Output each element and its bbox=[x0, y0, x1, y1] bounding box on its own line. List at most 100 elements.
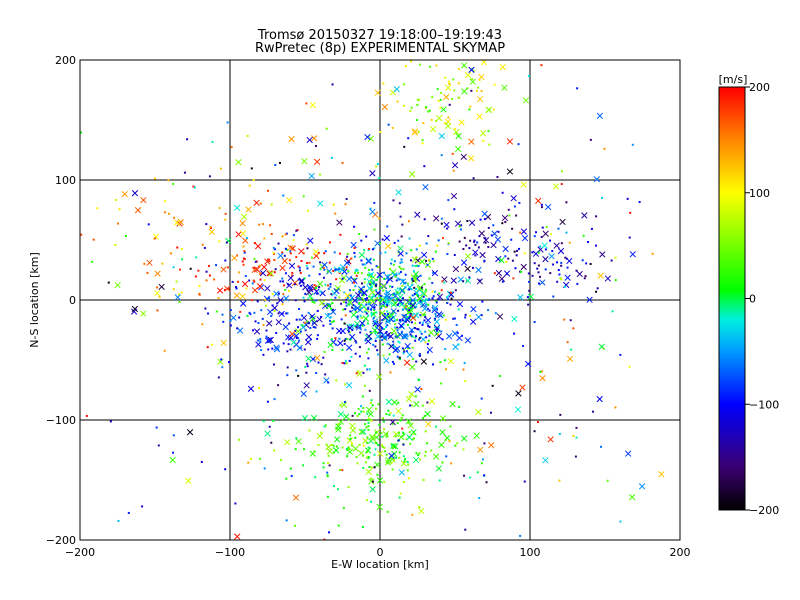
scatter-point-x bbox=[174, 294, 181, 301]
scatter-point-dot bbox=[427, 235, 430, 238]
scatter-point-dot bbox=[153, 237, 156, 240]
scatter-point-dot bbox=[388, 353, 391, 356]
scatter-point-x bbox=[385, 456, 392, 464]
scatter-point-dot bbox=[457, 308, 460, 311]
scatter-point-x bbox=[374, 289, 382, 297]
scatter-point-x bbox=[335, 423, 342, 430]
scatter-point-x bbox=[114, 282, 121, 289]
scatter-point-x bbox=[455, 132, 462, 140]
scatter-point-dot bbox=[396, 291, 399, 294]
scatter-point-dot bbox=[230, 146, 233, 149]
scatter-point-dot bbox=[414, 339, 417, 342]
scatter-point-x bbox=[346, 382, 353, 389]
scatter-point-dot bbox=[263, 467, 266, 470]
scatter-point-dot bbox=[402, 104, 405, 107]
scatter-point-dot bbox=[320, 363, 323, 366]
scatter-point-dot bbox=[127, 511, 130, 514]
scatter-point-dot bbox=[80, 131, 83, 134]
scatter-point-dot bbox=[383, 271, 386, 274]
scatter-point-dot bbox=[466, 87, 469, 90]
scatter-point-dot bbox=[377, 403, 380, 406]
scatter-point-dot bbox=[273, 271, 276, 274]
scatter-point-x bbox=[379, 309, 386, 317]
scatter-point-x bbox=[287, 244, 294, 251]
scatter-point-dot bbox=[370, 500, 373, 503]
scatter-point-dot bbox=[342, 308, 345, 311]
scatter-point-dot bbox=[431, 96, 434, 99]
scatter-point-x bbox=[338, 266, 346, 274]
scatter-point-dot bbox=[405, 252, 408, 255]
scatter-point-dot bbox=[434, 250, 437, 253]
scatter-point-dot bbox=[480, 314, 483, 317]
scatter-point-x bbox=[464, 265, 471, 273]
scatter-point-dot bbox=[378, 217, 381, 220]
scatter-point-x bbox=[311, 285, 318, 292]
scatter-point-dot bbox=[619, 520, 622, 523]
scatter-point-dot bbox=[393, 260, 396, 263]
scatter-point-dot bbox=[451, 97, 454, 100]
scatter-point-dot bbox=[367, 425, 370, 428]
scatter-point-x bbox=[419, 290, 427, 297]
scatter-point-dot bbox=[272, 419, 275, 422]
scatter-point-dot bbox=[339, 233, 342, 236]
scatter-point-x bbox=[316, 432, 324, 440]
scatter-point-dot bbox=[560, 278, 563, 281]
scatter-point-dot bbox=[408, 431, 411, 434]
scatter-point-dot bbox=[367, 456, 370, 459]
scatter-point-dot bbox=[421, 142, 424, 145]
scatter-point-dot bbox=[440, 330, 443, 333]
scatter-point-dot bbox=[477, 246, 480, 249]
scatter-point-dot bbox=[346, 255, 349, 258]
scatter-point-x bbox=[495, 255, 502, 263]
scatter-point-x bbox=[282, 323, 289, 331]
scatter-point-dot bbox=[284, 247, 287, 250]
scatter-point-dot bbox=[312, 326, 315, 329]
scatter-point-x bbox=[517, 294, 524, 301]
scatter-point-dot bbox=[329, 305, 332, 308]
scatter-point-dot bbox=[405, 308, 408, 311]
scatter-point-dot bbox=[226, 121, 229, 124]
scatter-point-dot bbox=[409, 313, 412, 316]
scatter-point-x bbox=[287, 274, 294, 282]
scatter-point-dot bbox=[305, 243, 308, 246]
scatter-point-dot bbox=[147, 223, 150, 226]
scatter-point-dot bbox=[243, 251, 246, 254]
scatter-point-dot bbox=[118, 208, 121, 211]
scatter-point-dot bbox=[403, 350, 406, 353]
scatter-point-dot bbox=[322, 466, 325, 469]
scatter-point-dot bbox=[436, 88, 439, 91]
scatter-point-dot bbox=[375, 283, 378, 286]
scatter-point-x bbox=[169, 456, 176, 464]
scatter-point-dot bbox=[323, 252, 326, 255]
scatter-point-dot bbox=[201, 243, 204, 246]
scatter-point-dot bbox=[283, 254, 286, 257]
scatter-point-dot bbox=[396, 422, 399, 425]
scatter-point-dot bbox=[440, 91, 443, 94]
scatter-point-dot bbox=[172, 288, 175, 291]
scatter-point-dot bbox=[224, 468, 227, 471]
scatter-point-x bbox=[451, 330, 459, 337]
scatter-point-dot bbox=[463, 474, 466, 477]
scatter-point-dot bbox=[391, 360, 394, 363]
scatter-point-dot bbox=[218, 240, 221, 243]
scatter-point-dot bbox=[404, 303, 407, 306]
scatter-point-dot bbox=[423, 218, 426, 221]
scatter-point-dot bbox=[487, 226, 490, 229]
scatter-point-dot bbox=[370, 399, 373, 402]
scatter-point-dot bbox=[537, 251, 540, 254]
scatter-point-dot bbox=[217, 376, 220, 379]
scatter-point-dot bbox=[285, 312, 288, 315]
scatter-point-dot bbox=[252, 279, 255, 282]
scatter-point-x bbox=[535, 197, 542, 204]
scatter-point-dot bbox=[428, 325, 431, 328]
scatter-point-dot bbox=[323, 425, 326, 428]
scatter-point-x bbox=[383, 234, 391, 242]
scatter-point-x bbox=[475, 266, 482, 274]
scatter-point-dot bbox=[485, 481, 488, 484]
scatter-point-dot bbox=[180, 291, 183, 294]
scatter-point-x bbox=[447, 358, 454, 365]
scatter-point-dot bbox=[299, 347, 302, 350]
colorbar-tick-label: −200 bbox=[749, 504, 779, 517]
scatter-point-dot bbox=[505, 260, 508, 263]
